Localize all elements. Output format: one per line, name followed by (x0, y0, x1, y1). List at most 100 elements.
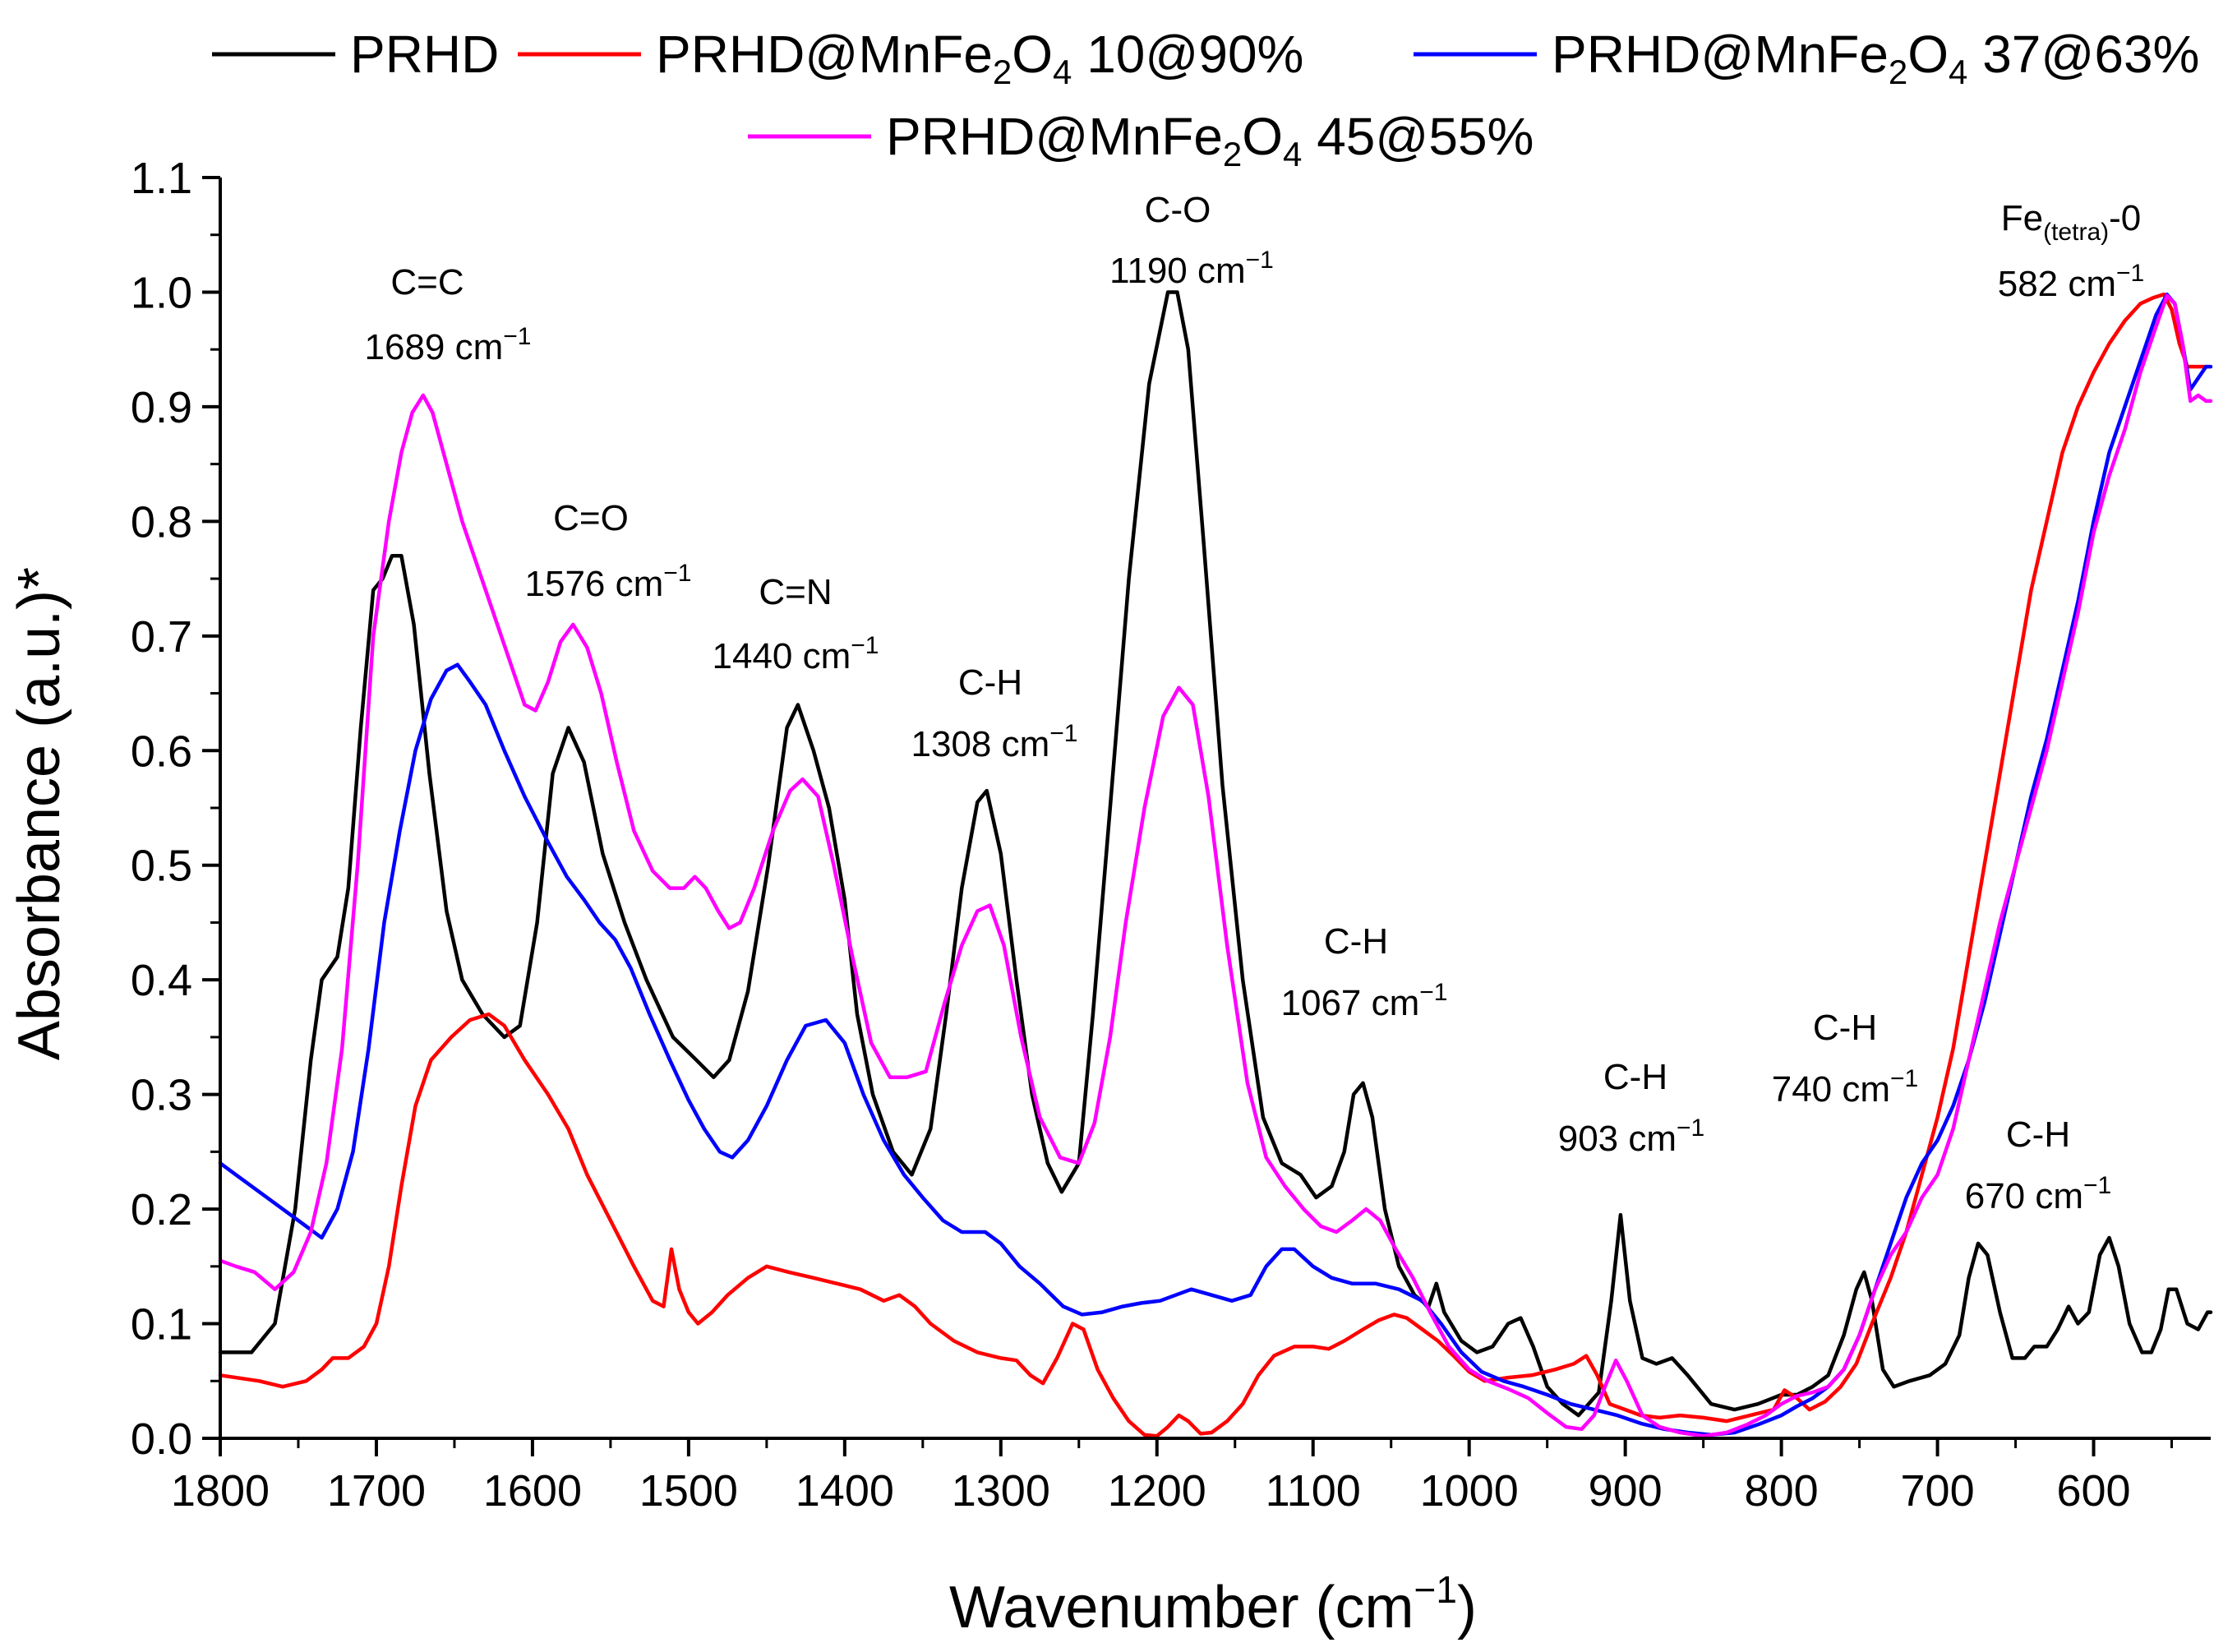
peak-wavenumber-sup: −1 (2116, 260, 2144, 287)
peak-label-text: C-H (1813, 1008, 1877, 1048)
legend-label-part: PRHD@MnFe (656, 25, 993, 84)
legend-label: PRHD@MnFe2O4 37@63% (1552, 25, 2199, 91)
peak-wavenumber: 1067 cm−1 (1281, 979, 1448, 1023)
y-tick-label: 0.2 (131, 1185, 192, 1234)
series-line-3 (218, 293, 2213, 1438)
legend-label-part: 4 (1053, 53, 1072, 91)
peak-wavenumber-sup: −1 (503, 323, 531, 350)
peak-wavenumber-text: 740 cm (1772, 1069, 1890, 1110)
plot-lines (218, 290, 2213, 1438)
y-tick-label: 1.0 (131, 268, 192, 317)
y-axis-label: Absorbance (a.u.)* (7, 567, 72, 1060)
peak-label-text: C-O (1145, 190, 1211, 230)
peak-wavenumber: 670 cm−1 (1965, 1172, 2112, 1216)
x-tick-label: 1700 (327, 1466, 426, 1516)
peak-label: C=C (390, 262, 464, 302)
legend-label-part: PRHD@MnFe (886, 107, 1223, 166)
peak-wavenumber-sup: −1 (1419, 979, 1447, 1006)
legend-label-part: 2 (993, 53, 1012, 91)
peak-wavenumber: 740 cm−1 (1772, 1065, 1919, 1110)
x-tick-label: 1600 (483, 1466, 582, 1516)
series-line-1 (218, 292, 2210, 1438)
peak-wavenumber-text: 1440 cm (713, 636, 851, 676)
legend-label-part: 2 (1223, 135, 1242, 173)
x-tick-label: 700 (1901, 1466, 1975, 1516)
x-tick-label: 800 (1745, 1466, 1819, 1516)
x-axis-label-text: Wavenumber (cm (949, 1575, 1414, 1640)
y-tick-label: 0.8 (131, 497, 192, 547)
y-tick-label: 0.9 (131, 383, 192, 432)
peak-label-sub: (tetra) (2043, 219, 2109, 246)
peak-label: C-H (2006, 1114, 2070, 1155)
peak-label-text: C=C (390, 262, 464, 302)
peak-label-text: C=O (553, 498, 629, 538)
peak-wavenumber-text: 670 cm (1965, 1176, 2083, 1216)
x-tick-label: 1200 (1108, 1466, 1206, 1516)
peak-wavenumber: 1190 cm−1 (1109, 247, 1274, 291)
x-axis-label-end: ) (1457, 1575, 1477, 1640)
y-tick-label: 0.1 (131, 1300, 192, 1350)
legend-label-part: 4 (1949, 53, 1967, 91)
y-tick-label: 0.4 (131, 956, 192, 1005)
peak-label: C-H (1603, 1057, 1667, 1097)
legend-label-part: 45@55% (1302, 107, 1534, 166)
legend-label-part: PRHD@MnFe (1552, 25, 1889, 84)
peak-wavenumber: 1440 cm−1 (713, 632, 879, 676)
peak-label: Fe(tetra)-0 (2001, 198, 2142, 246)
y-tick-label: 0.3 (131, 1071, 192, 1120)
peak-wavenumber-text: 582 cm (1998, 264, 2116, 304)
x-axis-label: Wavenumber (cm−1) (949, 1568, 1477, 1640)
peak-wavenumber-sup: −1 (851, 632, 879, 659)
peak-label-text: C-H (958, 662, 1022, 703)
y-tick-label: 0.6 (131, 727, 192, 776)
legend-label-part: PRHD (350, 25, 499, 84)
peak-wavenumber-text: 903 cm (1558, 1119, 1677, 1159)
legend: PRHD PRHD@MnFe2O4 10@90% PRHD@MnFe2O4 37@6… (212, 25, 2199, 173)
peak-wavenumber: 1308 cm−1 (911, 720, 1078, 764)
peak-label-text: C-H (1324, 921, 1388, 962)
peak-label: C=N (759, 572, 832, 612)
axes: 1800 1700 1600 1500 1400 1300 1200 1100 1000 900 8… (131, 154, 2211, 1516)
x-tick-label: 600 (2056, 1466, 2130, 1516)
series-line-0 (218, 290, 2213, 1418)
peak-wavenumber-sup: −1 (663, 560, 691, 587)
peak-label: C=O (553, 498, 629, 538)
x-tick-label: 1500 (639, 1466, 738, 1516)
legend-label-part: 37@63% (1967, 25, 2199, 84)
peak-wavenumber: 582 cm−1 (1998, 260, 2145, 304)
peak-wavenumber-sup: −1 (1677, 1114, 1704, 1142)
legend-label-part: O (1242, 107, 1283, 166)
peak-wavenumber-text: 1190 cm (1109, 251, 1246, 291)
peak-wavenumber-sup: −1 (1246, 247, 1274, 274)
peak-wavenumber: 1689 cm−1 (365, 323, 532, 367)
peak-wavenumber-sup: −1 (1890, 1065, 1918, 1092)
peak-label-text: C=N (759, 572, 832, 612)
peak-wavenumber: 1576 cm−1 (525, 560, 692, 604)
peak-label: C-O (1145, 190, 1211, 230)
legend-label-part: 10@90% (1072, 25, 1303, 84)
peak-wavenumber-text: 1576 cm (525, 564, 664, 604)
x-axis-label-sup: −1 (1414, 1568, 1457, 1611)
peak-wavenumber-text: 1689 cm (365, 327, 504, 367)
peak-wavenumber-sup: −1 (1049, 720, 1077, 747)
x-tick-label: 1800 (171, 1466, 270, 1516)
legend-label-part: O (1907, 25, 1949, 84)
peak-wavenumber-text: 1067 cm (1281, 983, 1420, 1023)
peak-wavenumber-text: 1308 cm (911, 724, 1050, 764)
x-tick-label: 1100 (1266, 1466, 1361, 1516)
legend-label: PRHD (350, 25, 499, 84)
x-tick-label: 1000 (1420, 1466, 1519, 1516)
y-tick-label: 0.7 (131, 612, 192, 662)
peak-label-text: C-H (1603, 1057, 1667, 1097)
legend-label-part: 4 (1283, 135, 1302, 173)
peak-wavenumber-sup: −1 (2083, 1172, 2111, 1199)
peak-label-text: Fe (2001, 198, 2043, 238)
peak-label-text: C-H (2006, 1114, 2070, 1155)
legend-label-part: 2 (1889, 53, 1907, 91)
legend-label: PRHD@MnFe2O4 45@55% (886, 107, 1534, 173)
peak-label-end: -0 (2109, 198, 2141, 238)
legend-label: PRHD@MnFe2O4 10@90% (656, 25, 1303, 91)
